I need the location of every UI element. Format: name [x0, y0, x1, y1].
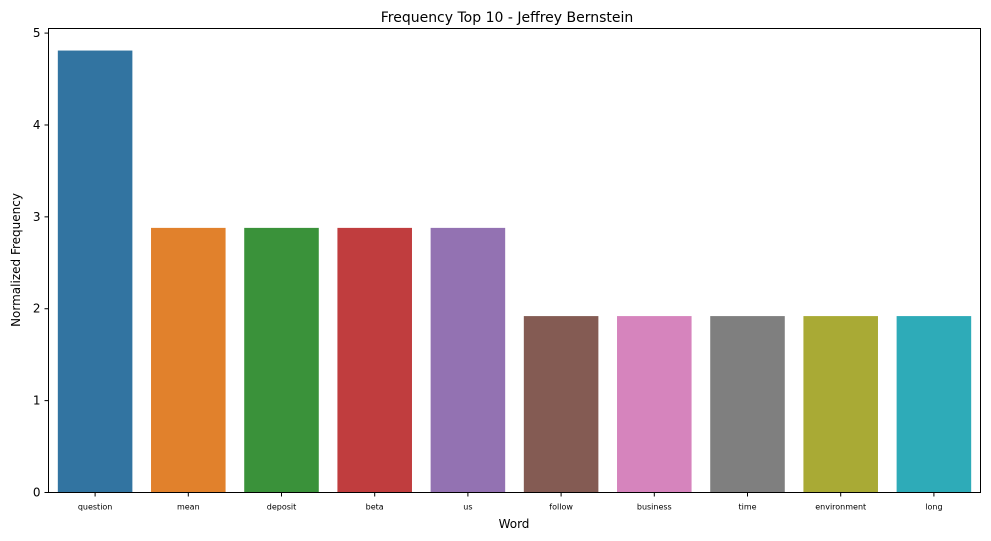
bar-long: [896, 316, 972, 493]
y-axis: 0 1 2 3 4 5: [33, 26, 49, 500]
bar-question: [57, 50, 133, 493]
chart-title: Frequency Top 10 - Jeffrey Bernstein: [381, 10, 634, 26]
bar-deposit: [244, 227, 319, 493]
plot-frame: [48, 28, 981, 493]
x-tick-label: time: [738, 503, 756, 512]
bar-time: [710, 316, 785, 493]
x-tick-label: business: [637, 503, 672, 512]
y-tick-label: 2: [33, 302, 41, 316]
x-tick-label: deposit: [267, 503, 297, 512]
x-tick-label: follow: [549, 503, 573, 512]
x-tick-label: question: [78, 503, 113, 512]
x-axis-label: Word: [499, 517, 530, 531]
bar-environment: [803, 316, 878, 493]
y-tick-label: 4: [33, 118, 41, 132]
x-axis: question mean deposit beta us follow business t…: [78, 492, 943, 512]
x-tick-label: beta: [366, 503, 384, 512]
bar-us: [430, 227, 506, 493]
bar-beta: [337, 227, 412, 493]
bar-mean: [151, 227, 226, 493]
bars-group: [57, 50, 972, 493]
bar-follow: [523, 316, 599, 493]
y-tick-label: 0: [33, 486, 41, 500]
x-tick-label: environment: [815, 503, 866, 512]
x-tick-label: long: [925, 503, 942, 512]
y-tick-label: 5: [33, 26, 41, 40]
x-tick-label: us: [463, 503, 472, 512]
y-axis-label: Normalized Frequency: [9, 193, 23, 327]
y-tick-label: 1: [33, 394, 41, 408]
bar-business: [617, 316, 692, 493]
x-tick-label: mean: [177, 503, 200, 512]
y-tick-label: 3: [33, 210, 41, 224]
